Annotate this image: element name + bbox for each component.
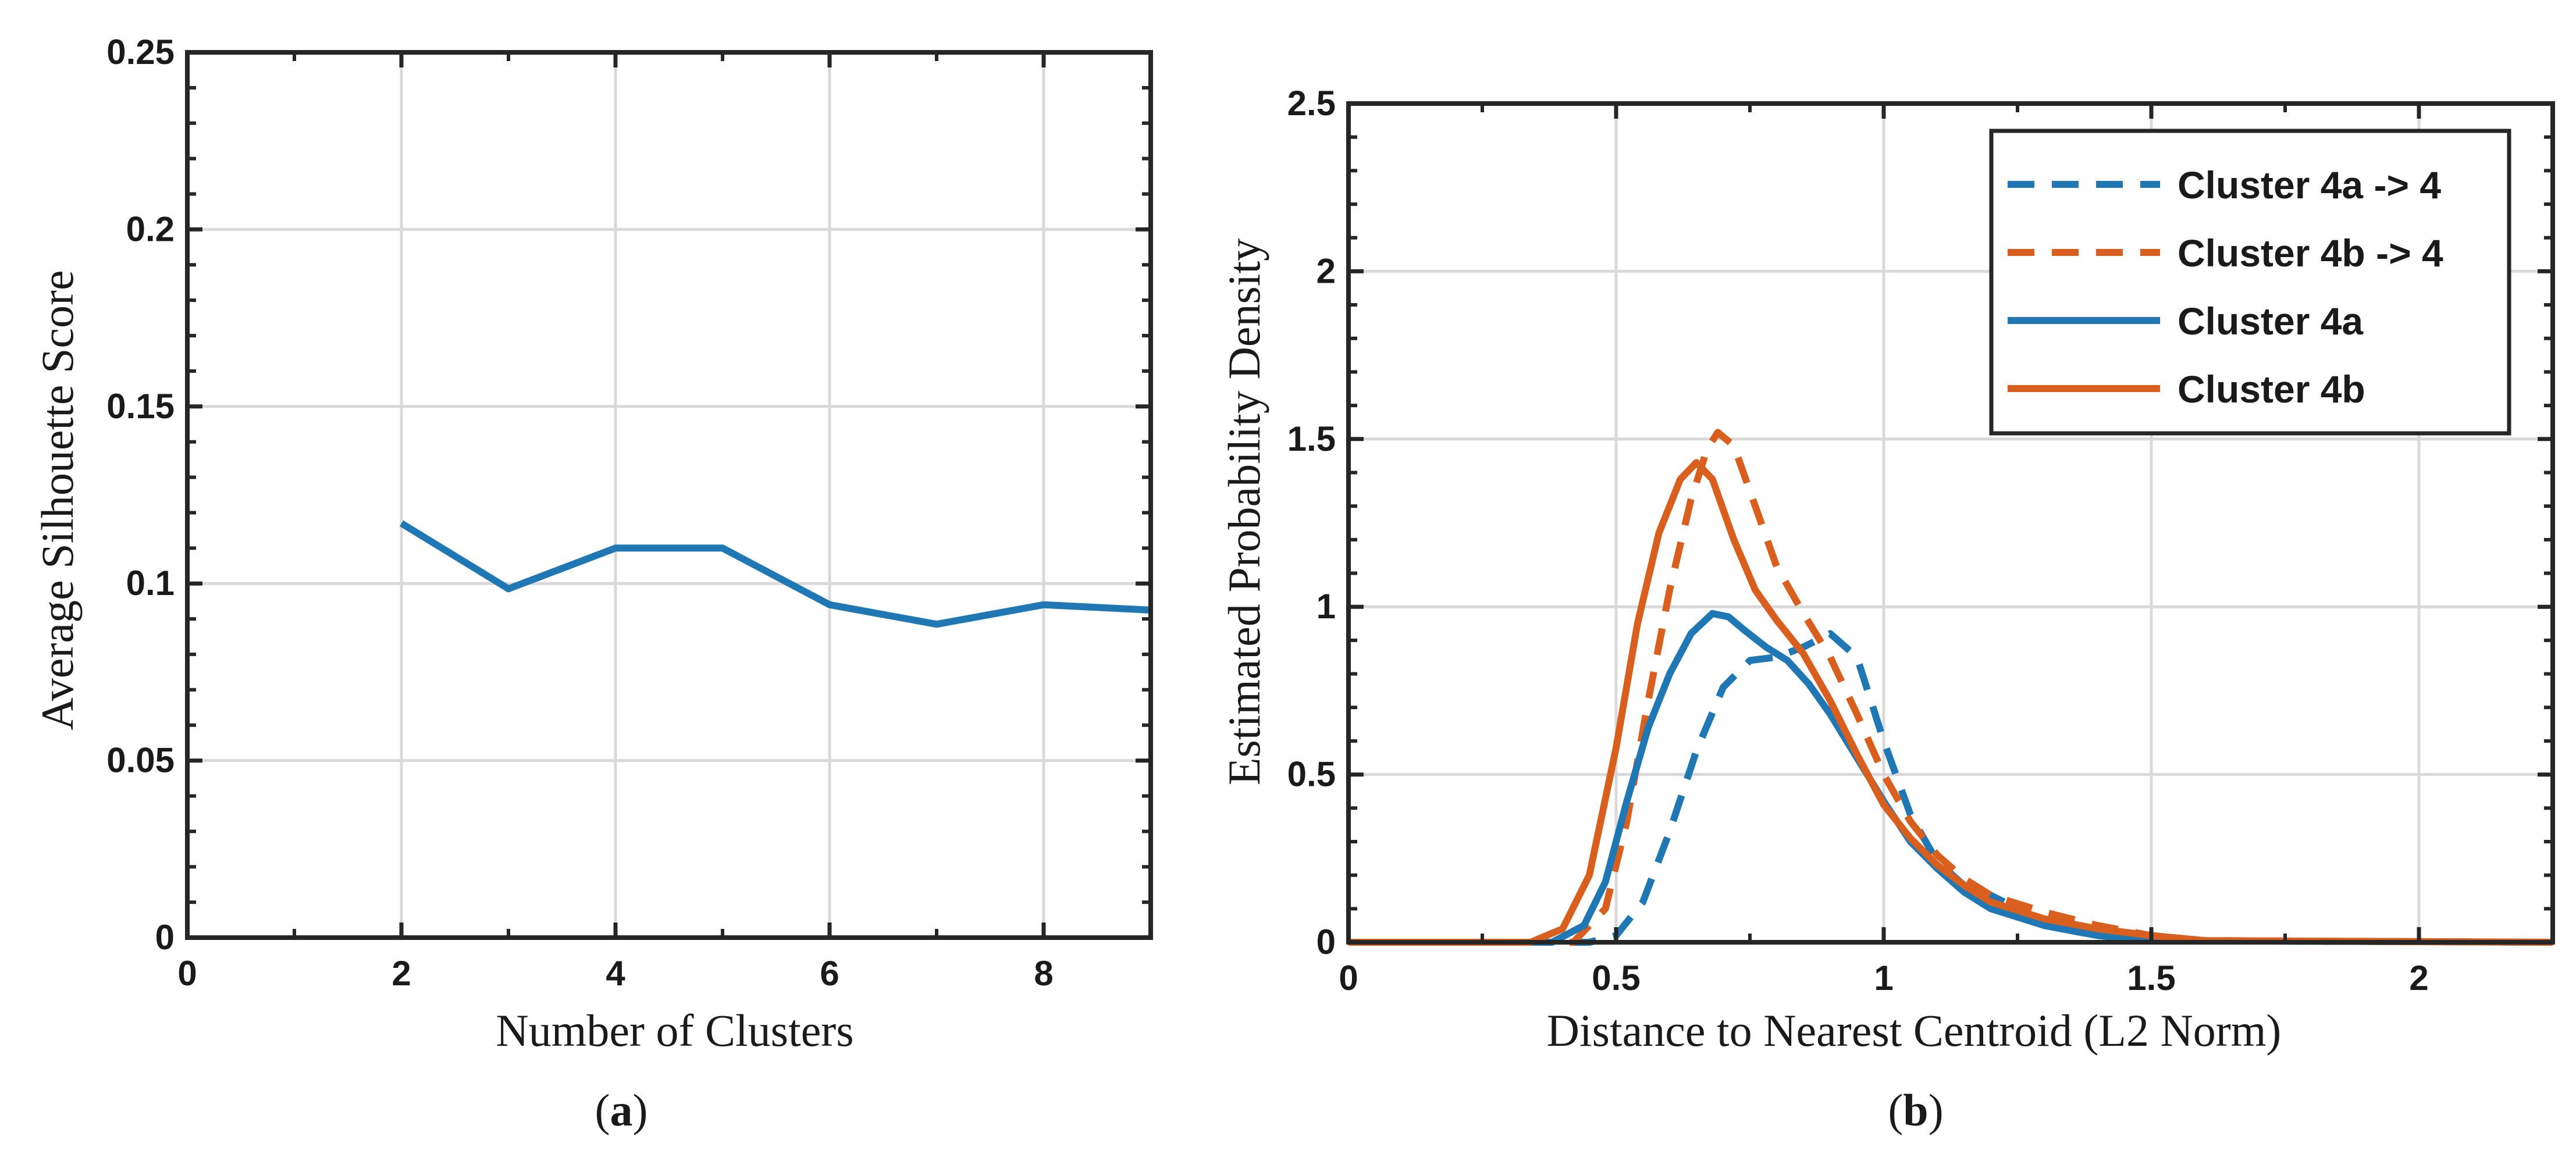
- b-xtick-label-2: 1: [1874, 959, 1893, 998]
- a-xtick-label-1: 2: [392, 954, 411, 993]
- legend-label-0: Cluster 4a -> 4: [2177, 163, 2441, 206]
- panel-b-lines: [1349, 429, 2553, 946]
- a-ytick-label-2: 0.1: [126, 564, 175, 603]
- panel-b-axes: [1346, 101, 2555, 945]
- a-ytick-label-5: 0.25: [106, 33, 175, 72]
- b-series-0: [1349, 630, 2553, 946]
- b-xtick-label-1: 0.5: [1592, 959, 1640, 998]
- a-xtick-label-0: 0: [177, 954, 197, 993]
- panel-a-label-letter: a: [610, 1085, 633, 1135]
- panel-a-label: (a): [595, 1085, 648, 1135]
- a-ytick-label-4: 0.2: [126, 209, 175, 248]
- a-ytick-label-1: 0.05: [106, 741, 175, 780]
- panel-b-ticks: 0 0.5 1 1.5 2 0 0.5 1 1.5 2 2.5: [1287, 84, 2429, 998]
- a-axes-box: [185, 50, 1153, 940]
- panel-a-axes: [185, 50, 1153, 940]
- panel-a-xlabel: Number of Clusters: [496, 1005, 853, 1056]
- panel-b: 0 0.5 1 1.5 200.511.522.5 Cluster 4a -> 4Clu…: [1219, 84, 2555, 1135]
- panel-b-legend: Cluster 4a -> 4 Cluster 4b -> 4 Cluster 4a…: [1989, 129, 2511, 436]
- a-xtick-label-2: 4: [606, 954, 625, 993]
- a-xtick-label-3: 6: [820, 954, 839, 993]
- b-ytick-label-5: 2.5: [1287, 84, 1336, 123]
- b-series-1: [1349, 429, 2553, 946]
- panel-b-label: (b): [1888, 1085, 1943, 1135]
- b-xtick-label-0: 0: [1339, 959, 1358, 998]
- a-ytick-label-3: 0.15: [106, 387, 175, 426]
- panel-a-ticks: 0 2 4 6 8 0 0.05 0.1 0.15 0.2 0.25: [106, 33, 1053, 993]
- b-axes-box: [1346, 101, 2555, 945]
- b-series-2: [1349, 610, 2553, 946]
- a-series-0: [399, 520, 1151, 628]
- panel-b-ylabel: Estimated Probability Density: [1219, 238, 1269, 785]
- panel-a-ylabel: Average Silhouette Score: [32, 270, 83, 730]
- panel-b-xlabel: Distance to Nearest Centroid (L2 Norm): [1547, 1005, 2282, 1056]
- panel-a: 0 2 4 6 8 0 0.05 0.1 0.15 0.2 0.25 Number of Clust…: [32, 33, 1153, 1135]
- b-series-3: [1349, 459, 2553, 946]
- panel-a-lines: [399, 520, 1151, 628]
- b-ytick-label-2: 1: [1317, 587, 1336, 626]
- b-ytick-label-3: 1.5: [1287, 419, 1336, 458]
- b-xtick-label-4: 2: [2409, 959, 2428, 998]
- legend-label-3: Cluster 4b: [2177, 368, 2365, 411]
- a-ytick-label-0: 0: [155, 918, 175, 957]
- b-ytick-label-4: 2: [1317, 251, 1336, 290]
- panel-a-grid: [187, 51, 1151, 938]
- b-ytick-label-1: 0.5: [1287, 755, 1336, 794]
- a-xtick-label-4: 8: [1034, 954, 1053, 993]
- legend-label-2: Cluster 4a: [2177, 300, 2364, 343]
- b-xtick-label-3: 1.5: [2127, 959, 2175, 998]
- panel-b-label-letter: b: [1903, 1085, 1928, 1135]
- b-ytick-label-0: 0: [1317, 923, 1336, 961]
- legend-label-1: Cluster 4b -> 4: [2177, 231, 2443, 275]
